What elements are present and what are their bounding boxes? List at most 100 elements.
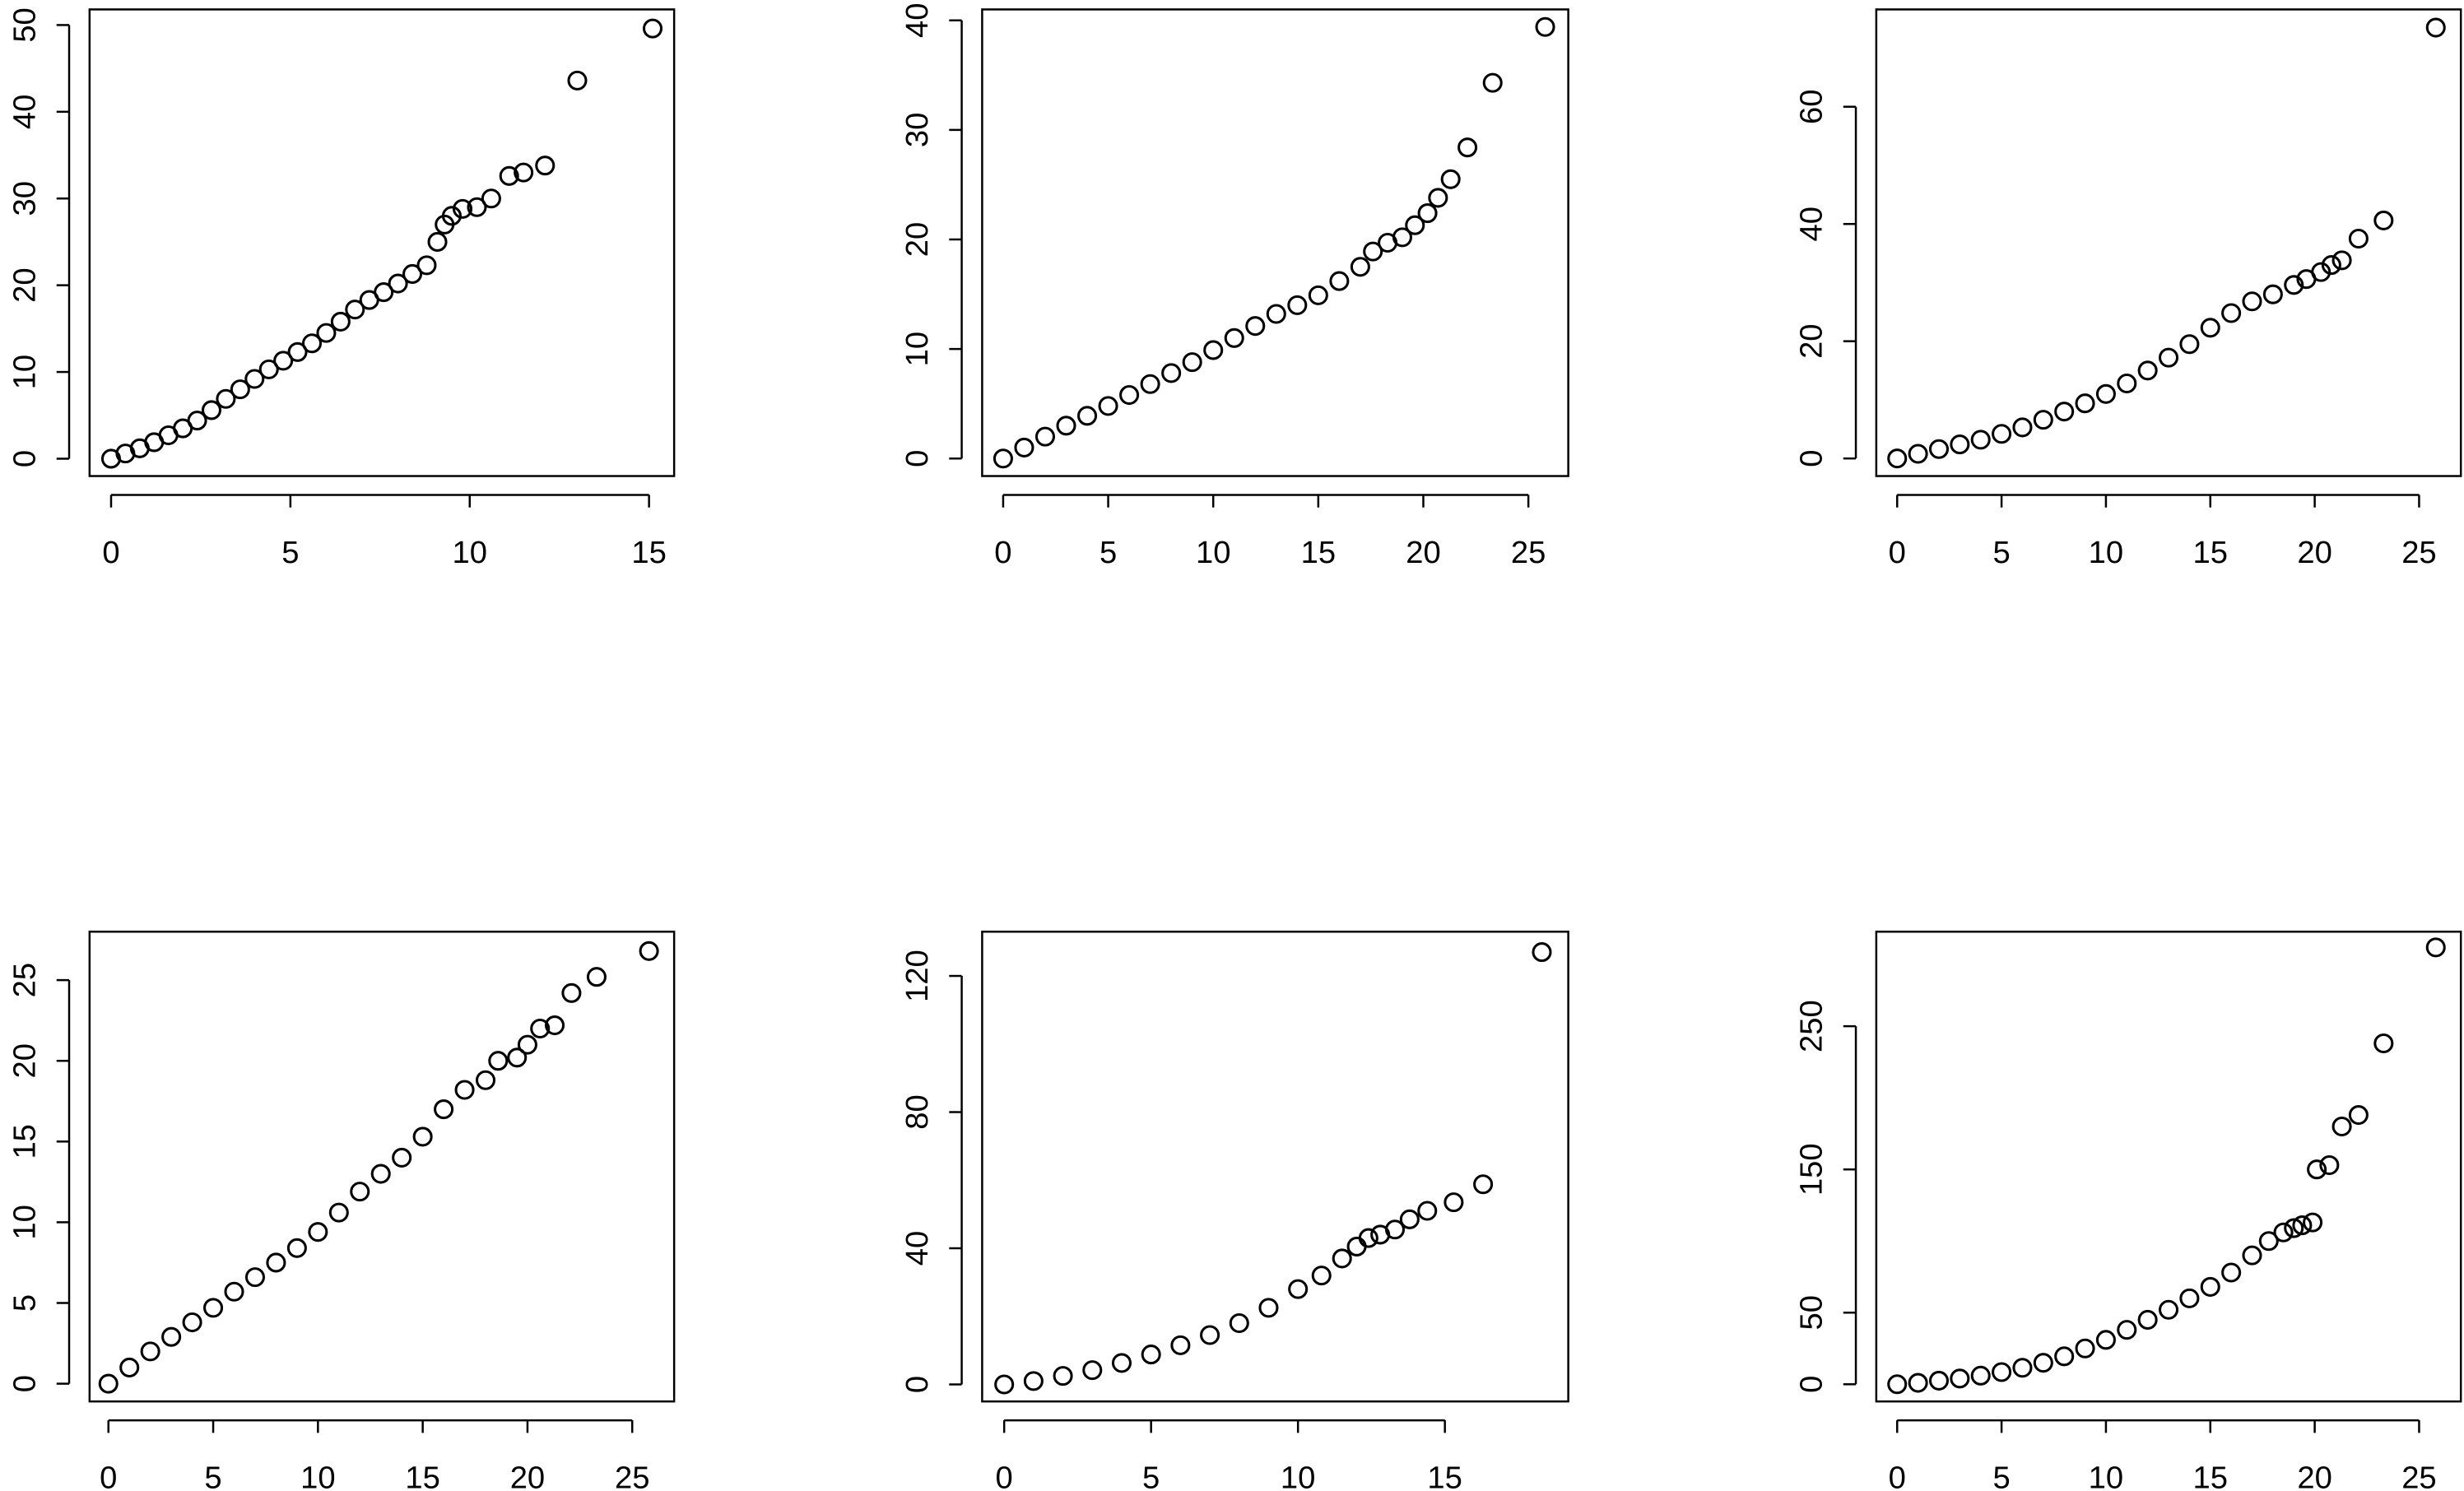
point [535,156,556,176]
x-tick-label: 5 [204,1461,221,1491]
y-tick-label: 60 [1794,89,1829,123]
point [1141,1345,1161,1365]
point [388,273,408,294]
point [481,188,501,209]
point [1970,1365,1991,1386]
x-tick-label: 20 [2297,1461,2332,1491]
point [1332,1248,1352,1269]
point [427,231,448,252]
point [2200,318,2220,338]
point [2242,291,2262,312]
y-tick-label: 0 [1794,1376,1829,1393]
point [2158,1299,2179,1320]
point [203,1298,224,1318]
point [2075,1338,2095,1359]
point [1457,137,1478,158]
point [545,1015,565,1036]
y-tick-label: 40 [7,95,43,129]
point [2137,360,2158,381]
point [642,18,663,39]
point [1287,295,1308,315]
y-tick-label: 150 [1794,1143,1829,1196]
point [1928,1370,1950,1391]
point [287,341,308,362]
x-tick-label: 0 [1889,535,1906,570]
point [119,1357,140,1377]
point [1229,1312,1249,1334]
point [586,967,607,987]
y-tick-label: 20 [7,267,43,302]
x-tick-label: 15 [631,535,666,570]
point [1417,1201,1438,1221]
panel: 0 5 10 15 20 25 0 20 40 60 [1794,8,2462,570]
point [1350,257,1370,277]
x-tick-label: 5 [281,535,299,570]
point [2303,1212,2323,1233]
y-tick-label: 10 [900,332,935,366]
x-tick-label: 15 [1301,535,1336,570]
y-tick-label: 30 [900,113,935,147]
point [2221,303,2242,323]
plot-frame [981,8,1569,477]
x-tick-label: 0 [1889,1461,1906,1491]
point [2117,1320,2137,1340]
x-tick-label: 10 [453,535,487,570]
point [1182,352,1202,373]
point [2319,1154,2340,1176]
point [1473,1174,1494,1195]
plot-frame [1875,931,2462,1403]
x-tick-label: 10 [2089,1461,2123,1491]
point [2179,1288,2200,1308]
y-tick-label: 10 [7,355,43,389]
x-tick-label: 5 [1992,535,2010,570]
point [1203,340,1224,360]
point [301,333,323,354]
point [2348,228,2369,249]
point [286,1238,307,1258]
y-tick-label: 40 [900,3,935,38]
x-tick-label: 20 [1406,535,1440,570]
point [266,1252,286,1273]
panel: 0 5 10 15 20 25 0 5 10 15 20 25 [7,931,676,1491]
point [182,1312,202,1333]
point [514,162,534,183]
x-tick-label: 25 [2401,1461,2436,1491]
point [1363,241,1383,262]
point [216,388,236,409]
point [2242,1245,2262,1266]
y-tick-label: 20 [1794,323,1829,358]
point [1928,439,1950,459]
y-tick-label: 30 [7,181,43,216]
x-tick-label: 0 [996,1461,1013,1491]
point [2425,937,2446,958]
point [467,197,487,217]
point [1266,304,1286,324]
x-tick-label: 10 [2089,535,2123,570]
point [1444,1192,1464,1213]
plot-frame [88,931,676,1403]
point [161,1326,182,1347]
y-tick-label: 120 [900,950,935,1002]
y-tick-label: 0 [1794,450,1829,467]
point [187,411,207,431]
point [1170,1335,1191,1355]
point [1532,942,1552,963]
point [1440,169,1461,189]
point [507,1047,528,1068]
x-tick-label: 0 [100,1461,117,1491]
panel: 0 5 10 15 0 40 80 120 [900,931,1569,1491]
x-tick-label: 10 [1281,1461,1315,1491]
point [1992,1362,2012,1382]
point [1329,271,1350,291]
point [308,1222,328,1242]
point [1417,203,1438,224]
point [1111,1353,1132,1373]
point [2158,347,2179,368]
point [2332,250,2352,271]
point [2095,383,2116,404]
x-tick-label: 20 [510,1461,545,1491]
point [1140,374,1160,394]
point [1950,434,1970,455]
point [1535,16,1555,37]
panel: 0 5 10 15 20 25 0 10 20 30 40 [900,3,1569,570]
